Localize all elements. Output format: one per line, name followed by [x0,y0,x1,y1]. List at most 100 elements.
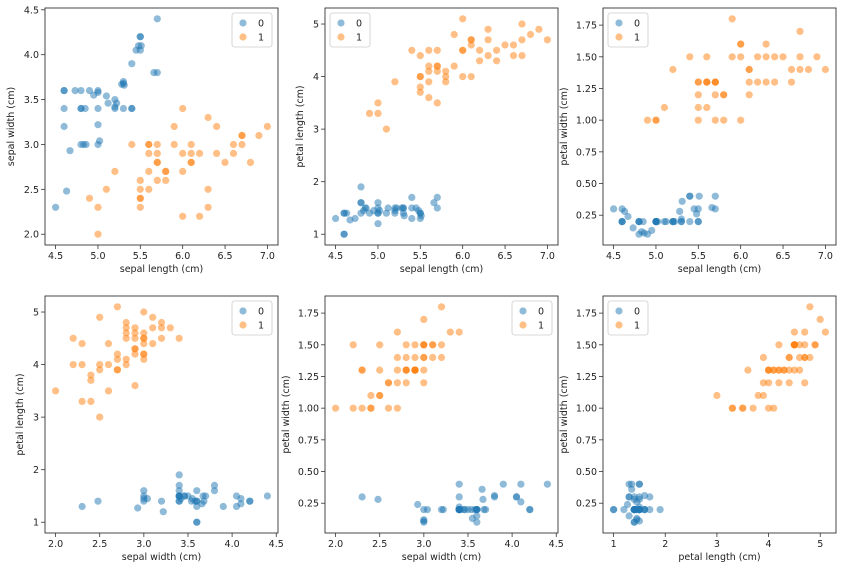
point-class-1 [416,88,424,96]
point-class-1 [111,167,119,175]
y-axis-label: sepal width (cm) [6,87,17,166]
point-class-1 [801,379,809,387]
point-class-0 [618,205,626,213]
y-tick-label: 3 [313,125,319,136]
point-class-1 [745,78,753,86]
point-class-1 [739,404,747,412]
y-tick-label: 5 [313,20,319,31]
x-axis-label: sepal length (cm) [120,264,204,275]
point-class-1 [455,328,463,336]
y-tick-label: 0.50 [298,467,319,478]
x-tick-label: 3.0 [416,539,431,550]
point-class-1 [179,167,187,175]
legend-box [231,12,273,48]
point-class-0 [694,218,702,226]
point-class-1 [187,158,195,166]
point-class-0 [60,104,68,113]
point-class-1 [759,379,768,387]
point-class-0 [610,506,618,514]
point-class-1 [780,366,788,374]
point-class-0 [358,493,366,501]
legend-marker-1 [519,321,527,329]
legend-marker-0 [615,19,623,27]
point-class-1 [175,334,183,342]
point-class-0 [610,205,618,213]
point-class-1 [806,353,814,362]
point-class-0 [620,506,628,514]
point-class-1 [140,350,148,358]
y-tick-label: 1.00 [298,404,319,415]
point-class-1 [476,57,484,65]
point-class-1 [775,341,783,349]
x-tick-label: 3.5 [460,539,475,550]
legend-box [607,12,649,48]
point-class-1 [749,404,757,412]
point-class-0 [71,87,79,95]
subplot-6: 1 2 3 4 5 0.25 0.50 0.75 1.00 1.25 1.50 1.75 petal l… [559,295,837,563]
point-class-1 [113,350,121,358]
y-tick-label: 1.50 [576,340,597,351]
legend-box [329,12,371,48]
point-class-0 [646,493,654,501]
point-class-1 [332,404,340,412]
point-class-0 [187,497,196,505]
y-tick-label: 0.25 [298,499,319,510]
point-class-0 [77,87,85,95]
point-class-1 [437,341,446,349]
point-class-1 [787,78,796,86]
point-class-1 [349,341,357,349]
point-class-0 [408,193,416,201]
point-class-1 [384,379,393,387]
point-class-1 [153,158,161,166]
point-class-0 [362,204,370,212]
point-class-1 [145,149,153,157]
point-class-0 [635,480,644,488]
point-class-1 [775,366,783,374]
subplot-3: 4.5 5.0 5.5 6.0 6.5 7.0 0.25 0.50 0.75 1.00 1.25 1.… [559,7,837,275]
legend: 01 [607,12,649,48]
point-class-1 [518,52,526,60]
y-tick-label: 1.50 [298,340,319,351]
point-class-1 [703,78,711,86]
point-class-1 [358,366,366,374]
x-axis-label: sepal length (cm) [678,264,762,275]
point-class-1 [153,140,161,149]
point-class-1 [78,361,86,369]
point-class-0 [623,500,632,509]
point-class-1 [429,353,437,362]
x-tick-label: 4.5 [269,539,284,550]
point-class-1 [408,46,416,54]
point-class-0 [113,99,121,107]
point-class-1 [501,41,509,49]
point-class-1 [669,65,677,74]
point-class-1 [816,315,824,323]
point-class-0 [198,500,206,508]
y-tick-label: 2.5 [24,185,39,196]
point-class-0 [433,193,441,201]
point-class-1 [420,379,428,387]
point-class-1 [711,78,719,86]
point-class-0 [340,230,348,238]
point-class-0 [140,487,148,495]
point-class-0 [423,506,431,514]
point-class-0 [263,492,271,500]
point-class-1 [131,334,139,342]
point-class-1 [518,36,526,44]
point-class-1 [728,15,736,23]
x-tick-label: 7.0 [540,251,555,262]
y-axis-label: petal width (cm) [559,87,570,165]
point-class-1 [467,41,475,49]
point-class-0 [695,192,703,200]
point-class-1 [204,185,212,193]
x-axis-label: sepal length (cm) [400,264,484,275]
x-tick-label: 3.5 [180,539,195,550]
legend-marker-0 [337,19,345,27]
point-class-1 [493,57,501,65]
point-class-1 [711,116,719,124]
y-tick-label: 1.25 [576,84,597,95]
point-class-1 [179,212,187,220]
y-tick-label: 1.00 [576,404,597,415]
point-class-1 [737,53,745,61]
point-class-1 [425,94,433,102]
point-class-1 [365,109,374,117]
